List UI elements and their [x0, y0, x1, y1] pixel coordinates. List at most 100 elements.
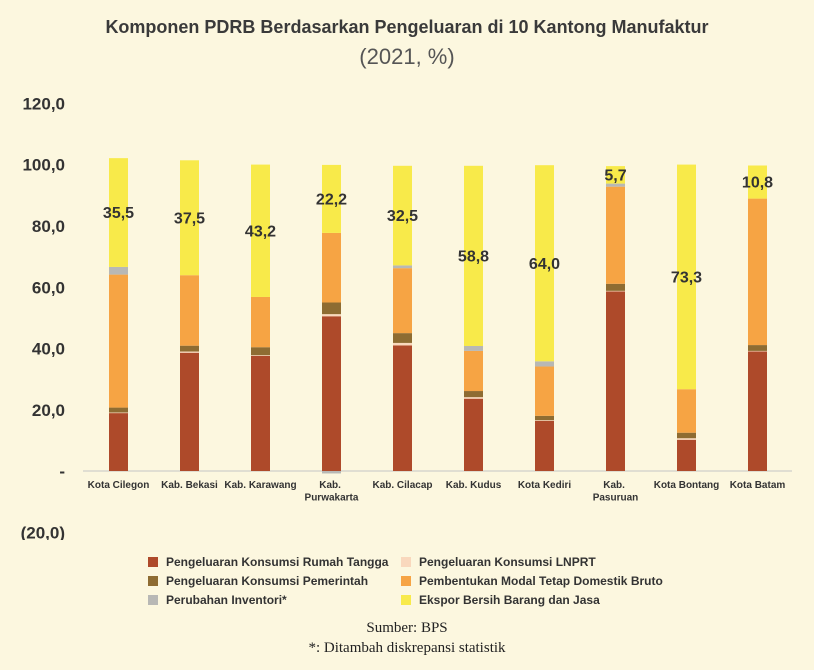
bar-ekspor-8 [677, 164, 696, 390]
legend-item-ekspor: Ekspor Bersih Barang dan Jasa [401, 590, 663, 609]
footnote-text: *: Ditambah diskrepansi statistik [308, 640, 506, 656]
data-label-ekspor-7: 5,7 [604, 167, 626, 184]
y-tick-label-6: - [59, 462, 65, 481]
y-tick-label-3: 60,0 [32, 278, 65, 297]
data-label-ekspor-4: 32,5 [387, 208, 418, 225]
bar-ekspor-0 [109, 158, 128, 267]
data-label-ekspor-5: 58,8 [458, 249, 489, 266]
legend-label-inventori: Perubahan Inventori* [166, 592, 287, 607]
bar-ekspor-6 [535, 165, 554, 362]
y-axis-tick-labels: 120,0 100,0 80,0 60,0 40,0 20,0 - (20,0) [21, 94, 65, 540]
bars-group [109, 158, 767, 474]
bar-pemerintah-5 [464, 391, 483, 398]
bar-rumah-tangga-5 [464, 398, 483, 472]
bar-pmtb-1 [180, 275, 199, 346]
legend-label-rumah-tangga: Pengeluaran Konsumsi Rumah Tangga [166, 554, 389, 569]
legend-swatch-pemerintah [148, 575, 158, 586]
legend-item-inventori: Perubahan Inventori* [148, 590, 401, 609]
legend-swatch-pmtb [401, 575, 411, 586]
bar-pmtb-4 [393, 268, 412, 334]
stacked-bar-chart: 120,0 100,0 80,0 60,0 40,0 20,0 - (20,0) Kota C… [21, 94, 792, 540]
bar-inventori-4 [393, 265, 412, 269]
bar-rumah-tangga-6 [535, 420, 554, 472]
bar-rumah-tangga-1 [180, 352, 199, 472]
data-label-ekspor-8: 73,3 [671, 269, 702, 286]
bar-rumah-tangga-8 [677, 439, 696, 472]
bar-pemerintah-1 [180, 345, 199, 352]
bar-rumah-tangga-9 [748, 351, 767, 472]
bar-ekspor-5 [464, 165, 483, 346]
y-tick-label-7: (20,0) [21, 523, 65, 540]
legend-label-pemerintah: Pengeluaran Konsumsi Pemerintah [166, 573, 369, 588]
bar-inventori-3 [322, 471, 341, 474]
bar-lnprt-7 [606, 290, 625, 292]
legend-swatch-inventori [148, 594, 158, 605]
bar-pmtb-6 [535, 366, 554, 416]
bar-rumah-tangga-3 [322, 316, 341, 472]
bar-ekspor-4 [393, 165, 412, 266]
legend-item-pmtb: Pembentukan Modal Tetap Domestik Bruto [401, 571, 663, 590]
bar-pemerintah-2 [251, 347, 270, 356]
bar-ekspor-1 [180, 160, 199, 276]
x-tick-label-2: Kab. Karawang [224, 480, 296, 491]
bar-inventori-7 [606, 183, 625, 187]
bar-inventori-0 [109, 266, 128, 275]
legend-swatch-ekspor [401, 594, 411, 605]
bar-pemerintah-0 [109, 407, 128, 413]
bar-pemerintah-7 [606, 283, 625, 291]
chart-title: Komponen PDRB Berdasarkan Pengeluaran di… [105, 17, 709, 37]
bar-pemerintah-4 [393, 333, 412, 343]
bar-lnprt-3 [322, 314, 341, 317]
bar-lnprt-1 [180, 351, 199, 353]
x-tick-label-3: Kab. Purwakarta [305, 480, 359, 504]
data-label-ekspor-9: 10,8 [742, 175, 773, 192]
legend-label-lnprt: Pengeluaran Konsumsi LNPRT [419, 554, 596, 569]
x-tick-label-6: Kota Kediri [518, 480, 572, 491]
x-tick-label-9: Kota Batam [730, 480, 786, 491]
bar-lnprt-6 [535, 420, 554, 421]
chart-subtitle: (2021, %) [359, 44, 455, 69]
x-tick-label-5: Kab. Kudus [446, 480, 502, 491]
bar-ekspor-9 [748, 165, 767, 199]
bar-rumah-tangga-0 [109, 413, 128, 472]
data-label-ekspor-6: 64,0 [529, 256, 560, 273]
data-labels-group: 35,5 37,5 43,2 22,2 32,5 58,8 64,0 5,7 73,3 10,8 [103, 167, 773, 286]
x-axis-tick-labels: Kota Cilegon Kab. Bekasi Kab. Karawang Kab.… [88, 480, 786, 504]
bar-pmtb-9 [748, 198, 767, 346]
bar-ekspor-3 [322, 164, 341, 233]
source-text: Sumber: BPS [366, 620, 448, 636]
legend-swatch-lnprt [401, 556, 411, 567]
bar-rumah-tangga-2 [251, 355, 270, 472]
y-tick-label-1: 100,0 [22, 156, 65, 175]
data-label-ekspor-2: 43,2 [245, 223, 276, 240]
y-tick-label-0: 120,0 [22, 94, 65, 113]
legend-label-ekspor: Ekspor Bersih Barang dan Jasa [419, 592, 600, 607]
bar-ekspor-2 [251, 164, 270, 297]
bar-lnprt-2 [251, 355, 270, 356]
x-tick-label-7: Kab. Pasuruan [593, 480, 639, 504]
bar-lnprt-8 [677, 438, 696, 440]
x-tick-label-0: Kota Cilegon [88, 480, 150, 491]
bar-pemerintah-3 [322, 302, 341, 315]
legend-item-lnprt: Pengeluaran Konsumsi LNPRT [401, 552, 663, 571]
y-tick-label-4: 40,0 [32, 340, 65, 359]
data-label-ekspor-0: 35,5 [103, 205, 134, 222]
bar-ekspor-7 [606, 166, 625, 184]
x-tick-label-4: Kab. Cilacap [372, 480, 432, 491]
bar-pmtb-8 [677, 389, 696, 433]
bar-pmtb-3 [322, 232, 341, 303]
x-tick-label-8: Kota Bontang [654, 480, 720, 491]
bar-rumah-tangga-4 [393, 345, 412, 472]
x-tick-label-1: Kab. Bekasi [161, 480, 218, 491]
bar-pemerintah-8 [677, 432, 696, 439]
legend-item-pemerintah: Pengeluaran Konsumsi Pemerintah [148, 571, 401, 590]
bar-lnprt-0 [109, 412, 128, 414]
y-tick-label-5: 20,0 [32, 401, 65, 420]
y-tick-label-2: 80,0 [32, 217, 65, 236]
bar-pemerintah-6 [535, 415, 554, 421]
bar-pmtb-7 [606, 186, 625, 284]
legend-item-rumah-tangga: Pengeluaran Konsumsi Rumah Tangga [148, 552, 401, 571]
bar-inventori-5 [464, 345, 483, 351]
bar-rumah-tangga-7 [606, 291, 625, 472]
